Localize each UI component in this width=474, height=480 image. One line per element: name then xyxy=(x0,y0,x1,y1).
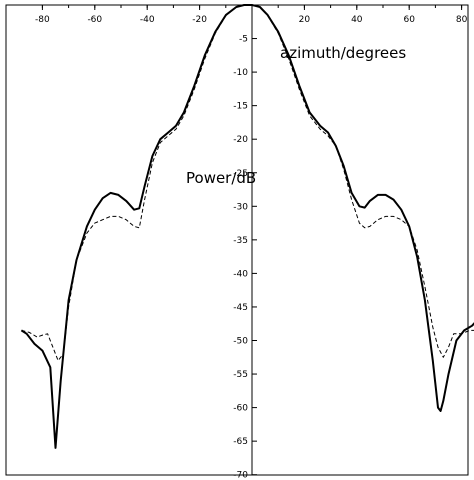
y-tick-label: -60 xyxy=(233,404,248,414)
series-dashed-line xyxy=(21,4,474,362)
x-tick-label: 60 xyxy=(403,15,415,25)
y-tick-label: -25 xyxy=(233,169,248,179)
x-tick-label: -80 xyxy=(35,15,50,25)
y-tick-label: -15 xyxy=(233,102,248,112)
y-tick-label: -40 xyxy=(233,269,248,279)
y-tick-label: -65 xyxy=(233,437,248,447)
y-tick-label: -5 xyxy=(239,35,248,45)
y-tick-label: -30 xyxy=(233,202,248,212)
y-tick-label: -55 xyxy=(233,370,248,380)
y-tick-label: -50 xyxy=(233,337,248,347)
series-layer xyxy=(20,4,474,449)
x-tick-label: -40 xyxy=(140,15,155,25)
x-axis-ticks: -80 -60 -40 -20 20 40 60 80 xyxy=(35,5,468,25)
y-axis-ticks: -5 -10 -15 -20 -25 -30 -35 -40 -45 -50 -55 -60 -65 -7… xyxy=(233,35,257,480)
y-tick-label: -10 xyxy=(233,68,248,78)
y-tick-label: -70 xyxy=(233,471,248,480)
y-tick-label: -45 xyxy=(233,303,248,313)
x-tick-label: 20 xyxy=(299,15,311,25)
x-tick-label: 80 xyxy=(456,15,468,25)
x-tick-label: 40 xyxy=(351,15,363,25)
x-tick-label: -60 xyxy=(87,15,102,25)
y-axis-label: Power/dB xyxy=(186,169,256,187)
x-axis-label: azimuth/degrees xyxy=(280,44,406,62)
y-tick-label: -35 xyxy=(233,236,248,246)
y-tick-label: -20 xyxy=(233,135,248,145)
plot-frame xyxy=(5,4,469,476)
x-tick-label: -20 xyxy=(192,15,207,25)
